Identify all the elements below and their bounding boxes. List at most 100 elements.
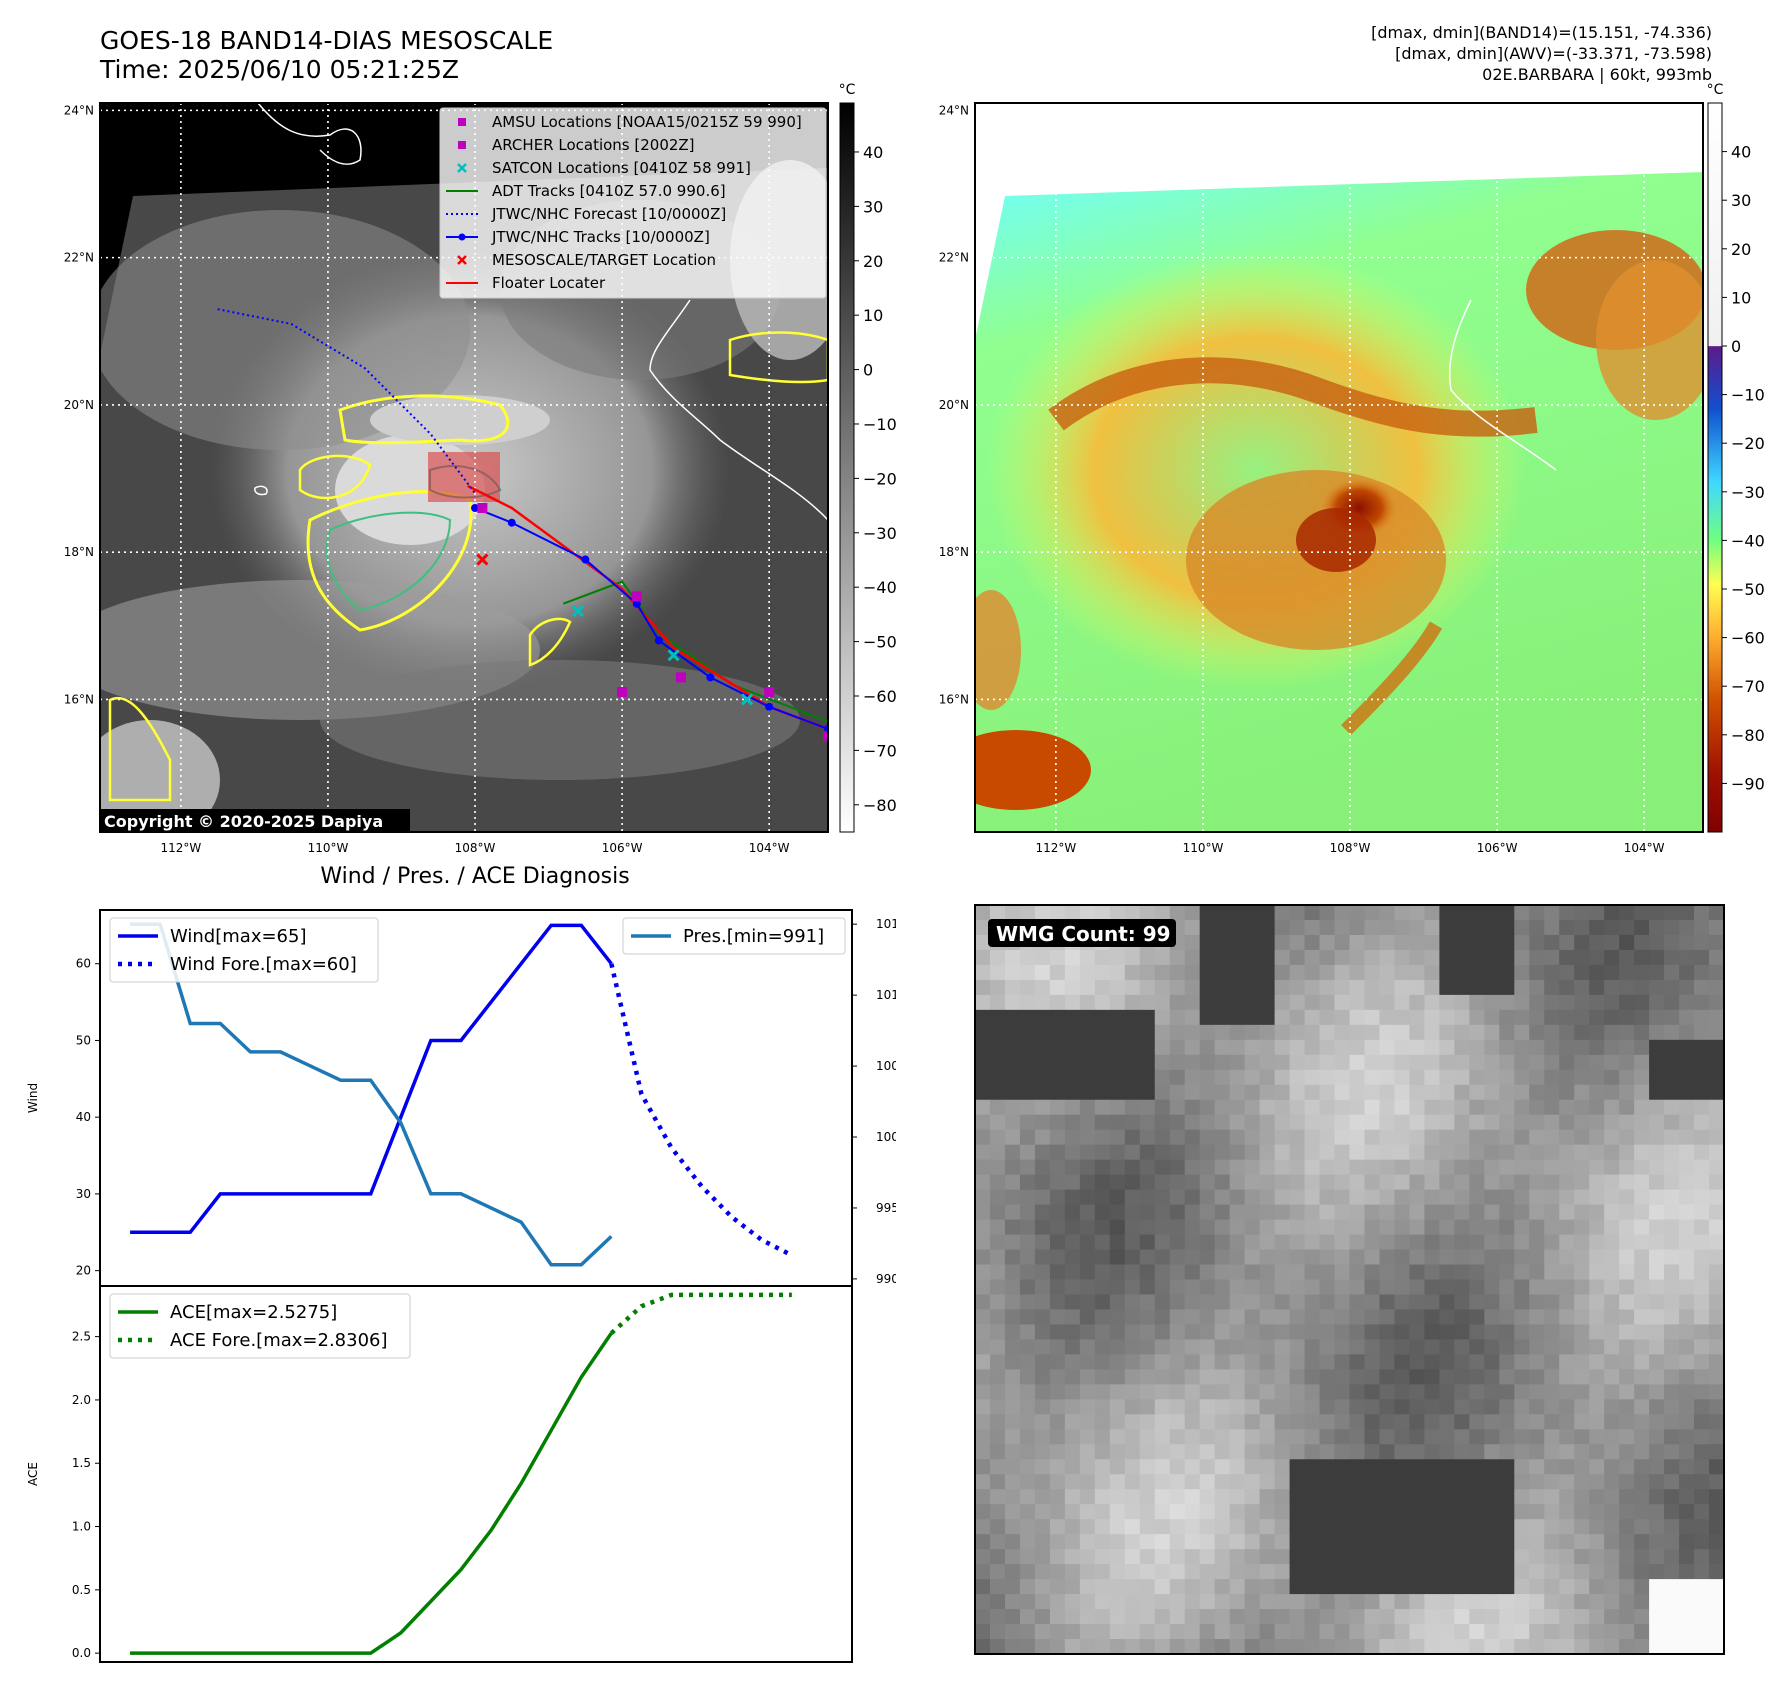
ir-cbar-label: 30 — [863, 197, 883, 216]
jtwc-forecast-line — [217, 308, 476, 494]
y-right-tick-label: 995 — [876, 1201, 896, 1215]
ir-cbar-label: −10 — [863, 415, 896, 434]
y-axis-label: Wind — [26, 1083, 40, 1113]
info-awv: [dmax, dmin](AWV)=(-33.371, -73.598) — [1395, 44, 1712, 63]
copyright-text: Copyright © 2020-2025 Dapiya — [104, 812, 383, 831]
ir-cbar-label: −50 — [863, 633, 896, 652]
wv-lon-label: 108°W — [1330, 841, 1371, 855]
wv-cbar-label: −50 — [1731, 580, 1765, 599]
ir-lon-label: 112°W — [160, 841, 201, 855]
wv-lon-label: 106°W — [1477, 841, 1518, 855]
ir-cbar-label: −60 — [863, 687, 896, 706]
satcon-point — [667, 649, 680, 662]
ir-legend: AMSU Locations [NOAA15/0215Z 59 990] ARCH… — [439, 107, 827, 299]
series-line — [609, 1292, 792, 1335]
ir-legend-box — [439, 107, 827, 299]
wv-lat-label: 24°N — [939, 103, 969, 117]
amsu-point — [617, 687, 628, 698]
x-marker-icon — [457, 163, 467, 173]
legend-box — [109, 917, 379, 983]
wv-colorbar — [1707, 102, 1723, 833]
wmg-panel: WMG Count: 99 — [974, 904, 1725, 1655]
figure-info: [dmax, dmin](BAND14)=(15.151, -74.336) [… — [1371, 22, 1712, 85]
ir-legend-label: ADT Tracks [0410Z 57.0 990.6] — [492, 182, 726, 200]
ir-lat-label: 16°N — [64, 692, 94, 706]
info-storm: 02E.BARBARA | 60kt, 993mb — [1482, 65, 1712, 84]
legend-box — [109, 1293, 411, 1359]
x-marker-icon — [457, 255, 467, 265]
wv-cbar-label: 30 — [1731, 191, 1751, 210]
ir-legend-label: SATCON Locations [0410Z 58 991] — [492, 159, 751, 177]
jtwc-track-point — [654, 636, 663, 645]
y-tick-label: 2.0 — [72, 1393, 91, 1407]
ir-cbar-label: −30 — [863, 524, 896, 543]
figure-time: Time: 2025/06/10 05:21:25Z — [100, 55, 459, 84]
jtwc-track-point — [765, 702, 774, 711]
wv-cbar-label: −30 — [1731, 483, 1765, 502]
wv-cbar-label: −40 — [1731, 531, 1765, 550]
ir-legend-entry: ADT Tracks [0410Z 57.0 990.6] — [446, 182, 726, 200]
legend-box — [622, 917, 846, 955]
y-tick-label: 1.5 — [72, 1456, 91, 1470]
wmg-count-badge — [988, 919, 1176, 947]
ir-legend-label: Floater Locater — [492, 274, 606, 292]
ir-cbar-label: 40 — [863, 143, 883, 162]
wv-imagery — [975, 103, 1703, 832]
wv-lat-label: 18°N — [939, 545, 969, 559]
series-line — [130, 923, 613, 1235]
ace-plot-legend: ACE[max=2.5275] ACE Fore.[max=2.8306] — [109, 1293, 411, 1359]
ir-lon-label: 106°W — [602, 841, 643, 855]
floater-box — [428, 452, 500, 502]
satcon-point — [571, 605, 585, 618]
wv-cbar-label: −70 — [1731, 677, 1765, 696]
wv-cbar-label: 10 — [1731, 288, 1751, 307]
ir-cbar-label: 0 — [863, 361, 873, 380]
y-tick-label: 0.0 — [72, 1646, 91, 1660]
jtwc-track-line — [474, 507, 828, 730]
dot-line-icon — [446, 233, 478, 241]
figure-title: GOES-18 BAND14-DIAS MESOSCALE — [100, 26, 554, 55]
amsu-point — [631, 591, 642, 602]
wind-plot-legend: Pres.[min=991] — [622, 917, 846, 955]
y-tick-label: 1.0 — [72, 1520, 91, 1534]
amsu-point — [823, 731, 828, 742]
ir-cbar-label: 10 — [863, 306, 883, 325]
wv-lat-label: 20°N — [939, 398, 969, 412]
legend-label: ACE Fore.[max=2.8306] — [170, 1330, 388, 1351]
mesoscale-target-marker — [476, 553, 489, 566]
wv-cbar-label: 0 — [1731, 337, 1741, 356]
ir-cbar-label: −70 — [863, 741, 896, 760]
wmg-cells — [975, 905, 1724, 1654]
satcon-point — [741, 693, 754, 706]
y-tick-label: 50 — [76, 1033, 91, 1047]
ir-legend-entry: JTWC/NHC Tracks [10/0000Z] — [446, 228, 710, 246]
y-tick-label: 40 — [76, 1110, 91, 1124]
y-tick-label: 2.5 — [72, 1330, 91, 1344]
wv-lat-label: 22°N — [939, 251, 969, 265]
y-tick-label: 0.5 — [72, 1583, 91, 1597]
wv-cbar-label: −10 — [1731, 386, 1765, 405]
y-right-tick-label: 990 — [876, 1272, 896, 1286]
amsu-point — [764, 687, 775, 698]
ir-legend-entry: Floater Locater — [446, 274, 606, 292]
ir-legend-label: AMSU Locations [NOAA15/0215Z 59 990] — [492, 113, 802, 131]
archer-point — [477, 503, 488, 513]
legend-label: ACE[max=2.5275] — [170, 1302, 337, 1323]
square-marker-icon — [458, 141, 466, 149]
wv-cbar-label: −90 — [1731, 774, 1765, 793]
wv-lat-label: 16°N — [939, 692, 969, 706]
ir-cbar-label: −20 — [863, 469, 896, 488]
ace-plot-frame — [99, 1285, 853, 1663]
ir-lon-label: 108°W — [455, 841, 496, 855]
wv-lon-label: 110°W — [1183, 841, 1224, 855]
wind-plot-legend: Wind[max=65] Wind Fore.[max=60] — [109, 917, 379, 983]
ir-legend-entry: MESOSCALE/TARGET Location — [457, 251, 716, 269]
series-line — [609, 963, 793, 1258]
legend-label: Wind Fore.[max=60] — [170, 954, 357, 975]
ir-lon-label: 110°W — [308, 841, 349, 855]
ir-legend-label: JTWC/NHC Tracks [10/0000Z] — [491, 228, 710, 246]
wv-lon-label: 112°W — [1035, 841, 1076, 855]
jtwc-track-point — [471, 504, 480, 512]
jtwc-track-point — [581, 555, 590, 564]
